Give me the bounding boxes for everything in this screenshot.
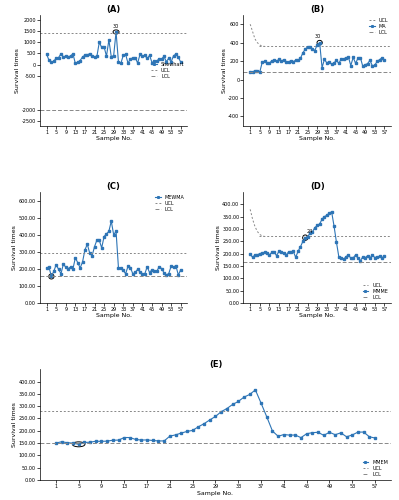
UCL (42, 30, 47, 36)
MMEM (71, 440, 75, 446)
Y-axis label: Survival times: Survival times (12, 402, 17, 447)
MEWMA (104, 231, 109, 237)
MMEM (373, 435, 377, 441)
Shewhart (73, 60, 78, 66)
Y-axis label: Survival times: Survival times (12, 225, 17, 270)
MEWMA (83, 247, 87, 253)
LCL (44, 107, 49, 113)
MMEM (196, 424, 201, 430)
Legend: Shewhart, UCL, LCL: Shewhart, UCL, LCL (151, 62, 185, 80)
MA (382, 57, 387, 63)
LCL (53, 440, 58, 446)
Y-axis label: Survival times: Survival times (216, 225, 221, 270)
UCL (248, 44, 253, 50)
Shewhart (114, 29, 119, 35)
MA (250, 69, 255, 75)
Title: (E): (E) (209, 360, 222, 368)
Line: MA: MA (249, 42, 385, 73)
Title: (C): (C) (107, 182, 120, 192)
Y-axis label: Survival times: Survival times (222, 48, 227, 93)
Line: MMME: MMME (249, 211, 385, 262)
MMME (344, 254, 348, 260)
Shewhart (104, 53, 109, 59)
MEWMA (109, 218, 114, 224)
MMME (248, 252, 253, 258)
Line: MMEM: MMEM (55, 389, 376, 446)
X-axis label: Sample No.: Sample No. (96, 314, 132, 318)
MEWMA (54, 262, 59, 268)
X-axis label: Sample No.: Sample No. (198, 490, 233, 496)
Title: (A): (A) (107, 5, 121, 14)
MMME (253, 252, 257, 258)
LCL (245, 260, 250, 266)
MA (346, 54, 351, 60)
Shewhart (142, 52, 147, 59)
MMEM (281, 432, 286, 438)
MA (308, 44, 312, 50)
X-axis label: Sample No.: Sample No. (299, 314, 335, 318)
MMME (341, 256, 346, 262)
Legend: MMEM, UCL, LCL: MMEM, UCL, LCL (362, 460, 389, 477)
Legend: MEWMA, UCL, LCL: MEWMA, UCL, LCL (154, 194, 185, 212)
Shewhart (49, 58, 54, 64)
MMEM (65, 440, 70, 446)
UCL (246, 234, 251, 239)
MMEM (287, 432, 292, 438)
Shewhart (140, 53, 145, 59)
MMEM (253, 387, 258, 393)
LCL (42, 107, 47, 113)
MA (317, 40, 322, 46)
MA (344, 55, 348, 61)
Line: MEWMA: MEWMA (45, 220, 182, 278)
MMME (255, 252, 260, 258)
Title: (B): (B) (310, 5, 324, 14)
MEWMA (142, 271, 147, 277)
MMME (284, 252, 288, 258)
UCL (44, 30, 49, 36)
MA (286, 60, 291, 66)
Shewhart (44, 51, 49, 57)
MMME (382, 254, 387, 260)
MMEM (53, 440, 58, 446)
Y-axis label: Survival times: Survival times (15, 48, 20, 93)
MMME (305, 234, 310, 240)
MEWMA (51, 268, 56, 274)
Text: 24: 24 (306, 229, 313, 234)
MMEM (76, 442, 81, 448)
UCL (53, 408, 58, 414)
UCL (246, 44, 251, 50)
MA (248, 69, 253, 75)
MA (257, 69, 262, 75)
Line: Shewhart: Shewhart (45, 31, 182, 64)
UCL (42, 250, 47, 256)
LCL (248, 260, 253, 266)
MMEM (145, 437, 150, 443)
Title: (D): (D) (310, 182, 325, 192)
X-axis label: Sample No.: Sample No. (96, 136, 132, 141)
Shewhart (178, 59, 183, 65)
LCL (42, 272, 47, 278)
LCL (44, 272, 49, 278)
MMME (329, 209, 334, 215)
MEWMA (178, 266, 183, 272)
MA (255, 68, 260, 73)
MMME (358, 258, 363, 264)
Text: 30: 30 (314, 34, 320, 39)
LCL (248, 69, 253, 75)
Shewhart (83, 52, 87, 59)
MEWMA (140, 271, 145, 277)
Shewhart (51, 58, 56, 64)
Legend: UCL, MMME, LCL: UCL, MMME, LCL (362, 282, 389, 300)
MEWMA (49, 274, 54, 280)
UCL (44, 250, 49, 256)
X-axis label: Sample No.: Sample No. (299, 136, 335, 141)
LCL (245, 69, 250, 75)
UCL (248, 234, 253, 239)
Text: 30: 30 (113, 24, 119, 29)
UCL (48, 408, 53, 414)
Legend: UCL, MA, LCL: UCL, MA, LCL (368, 18, 389, 36)
LCL (48, 440, 53, 446)
MEWMA (44, 264, 49, 270)
